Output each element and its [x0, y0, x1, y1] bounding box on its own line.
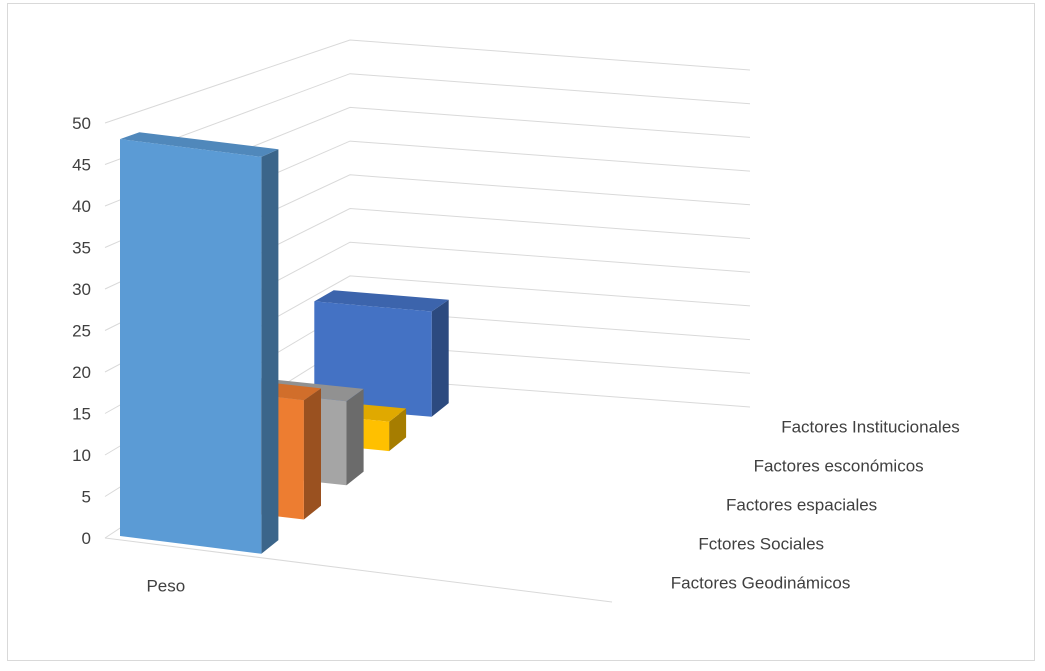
depth-axis: Factores Institucionales Factores esconóm…	[671, 418, 960, 593]
bar-factores-geodin-micos	[120, 132, 279, 554]
y-tick-label: 35	[72, 239, 91, 258]
y-tick-label: 40	[72, 197, 91, 216]
y-tick-label: 10	[72, 446, 91, 465]
y-axis: 0 5 10 15 20 25 30 35 40 45 50	[72, 114, 91, 548]
series-label: Fctores Sociales	[698, 535, 824, 554]
series-label: Factores espaciales	[726, 496, 877, 515]
y-tick-label: 5	[82, 488, 91, 507]
bar-side	[346, 388, 364, 486]
bar-side	[431, 299, 449, 417]
bar-side	[261, 149, 279, 554]
y-tick-label: 50	[72, 114, 91, 133]
bar-front	[120, 139, 262, 554]
floor-edge	[104, 537, 613, 603]
bars	[120, 132, 449, 554]
series-label: Factores Institucionales	[781, 418, 960, 437]
bar-top	[314, 290, 449, 312]
category-label: Peso	[146, 577, 185, 596]
y-tick-label: 45	[72, 156, 91, 175]
y-tick-label: 0	[82, 529, 91, 548]
y-tick-label: 20	[72, 363, 91, 382]
y-tick-label: 30	[72, 280, 91, 299]
bar-side	[303, 388, 321, 520]
y-tick-label: 25	[72, 322, 91, 341]
series-label: Factores esconómicos	[754, 457, 924, 476]
bar-top	[120, 132, 279, 157]
bar-side	[389, 408, 407, 452]
gridline	[104, 73, 751, 165]
x-axis: Peso	[146, 577, 185, 596]
y-tick-label: 15	[72, 405, 91, 424]
gridline	[104, 39, 751, 124]
series-label: Factores Geodinámicos	[671, 574, 851, 593]
